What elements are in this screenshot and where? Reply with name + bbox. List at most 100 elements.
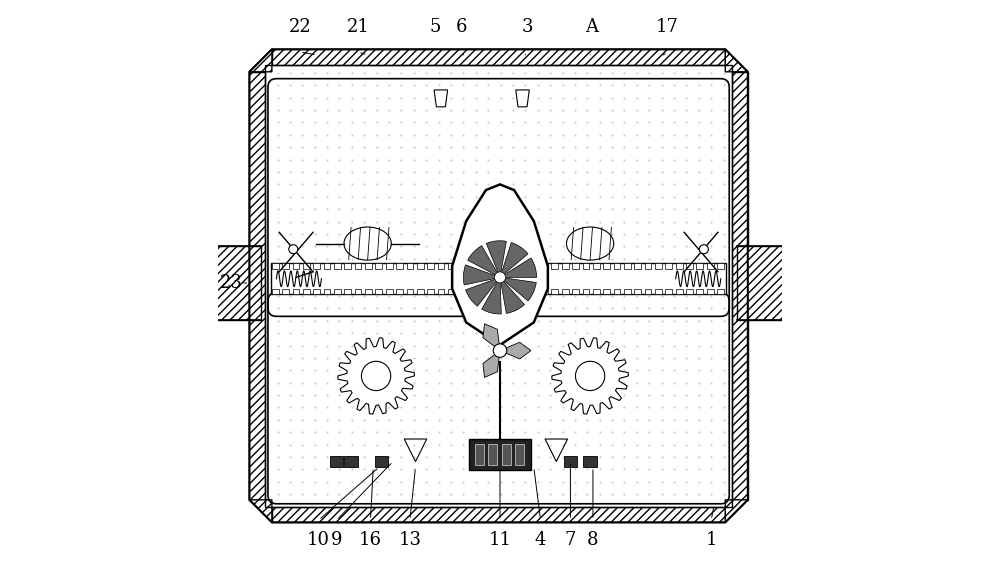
Bar: [303, 289, 310, 294]
Bar: [686, 263, 693, 269]
Wedge shape: [486, 241, 506, 277]
Circle shape: [495, 272, 505, 283]
Text: 7: 7: [565, 531, 576, 549]
Bar: [344, 456, 358, 467]
Bar: [271, 263, 726, 294]
Wedge shape: [463, 265, 500, 285]
Circle shape: [575, 361, 605, 391]
Bar: [665, 263, 672, 269]
Bar: [645, 263, 651, 269]
Bar: [324, 289, 330, 294]
Bar: [427, 263, 434, 269]
Bar: [293, 289, 299, 294]
FancyBboxPatch shape: [272, 49, 725, 65]
Circle shape: [493, 344, 507, 357]
Text: 13: 13: [398, 531, 421, 549]
Circle shape: [361, 361, 391, 391]
Circle shape: [699, 245, 708, 254]
Bar: [572, 263, 579, 269]
Bar: [475, 444, 484, 465]
Wedge shape: [500, 277, 536, 301]
Text: 6: 6: [456, 18, 467, 36]
Bar: [265, 65, 732, 507]
Text: 11: 11: [489, 531, 512, 549]
Bar: [502, 444, 511, 465]
Wedge shape: [500, 243, 528, 277]
Bar: [551, 263, 558, 269]
Text: 9: 9: [331, 531, 342, 549]
FancyBboxPatch shape: [249, 72, 265, 500]
Bar: [324, 263, 330, 269]
Bar: [313, 289, 320, 294]
Bar: [520, 263, 527, 269]
Bar: [593, 263, 600, 269]
Bar: [583, 289, 589, 294]
Bar: [624, 263, 631, 269]
Bar: [717, 289, 724, 294]
Bar: [330, 456, 343, 467]
Bar: [479, 289, 486, 294]
Bar: [500, 289, 506, 294]
Polygon shape: [516, 90, 529, 107]
FancyBboxPatch shape: [732, 72, 748, 500]
Wedge shape: [482, 277, 501, 314]
Wedge shape: [500, 258, 537, 277]
Bar: [515, 444, 524, 465]
Bar: [365, 289, 372, 294]
Bar: [417, 263, 424, 269]
Bar: [448, 289, 455, 294]
Bar: [417, 289, 424, 294]
Bar: [624, 289, 631, 294]
Polygon shape: [249, 500, 272, 522]
Bar: [510, 263, 517, 269]
Polygon shape: [249, 49, 272, 72]
Text: 22: 22: [289, 18, 311, 36]
Polygon shape: [483, 350, 500, 378]
Wedge shape: [468, 246, 500, 277]
Polygon shape: [434, 90, 448, 107]
Bar: [344, 289, 351, 294]
Wedge shape: [466, 277, 500, 306]
Bar: [707, 263, 714, 269]
Text: 4: 4: [535, 531, 546, 549]
Bar: [407, 289, 413, 294]
Bar: [396, 289, 403, 294]
Bar: [458, 263, 465, 269]
Circle shape: [289, 245, 298, 254]
Bar: [458, 289, 465, 294]
Bar: [489, 289, 496, 294]
Bar: [717, 263, 724, 269]
Bar: [386, 263, 393, 269]
Bar: [541, 263, 548, 269]
Bar: [655, 263, 662, 269]
Polygon shape: [725, 500, 748, 522]
Bar: [707, 289, 714, 294]
Bar: [696, 289, 703, 294]
Bar: [562, 289, 569, 294]
Bar: [407, 263, 413, 269]
Wedge shape: [500, 277, 524, 314]
Bar: [614, 263, 620, 269]
Bar: [531, 263, 538, 269]
Bar: [344, 263, 351, 269]
Ellipse shape: [566, 227, 614, 260]
Bar: [489, 263, 496, 269]
Bar: [334, 289, 341, 294]
Bar: [303, 263, 310, 269]
Bar: [665, 289, 672, 294]
Bar: [686, 289, 693, 294]
Polygon shape: [483, 324, 500, 350]
Bar: [386, 289, 393, 294]
Bar: [448, 263, 455, 269]
Bar: [355, 263, 361, 269]
FancyBboxPatch shape: [216, 246, 261, 320]
Bar: [469, 263, 475, 269]
Bar: [365, 263, 372, 269]
Bar: [564, 456, 577, 467]
Polygon shape: [500, 342, 531, 359]
Text: 17: 17: [656, 18, 679, 36]
Polygon shape: [725, 49, 748, 72]
Bar: [583, 263, 589, 269]
Bar: [593, 289, 600, 294]
FancyBboxPatch shape: [737, 246, 787, 320]
